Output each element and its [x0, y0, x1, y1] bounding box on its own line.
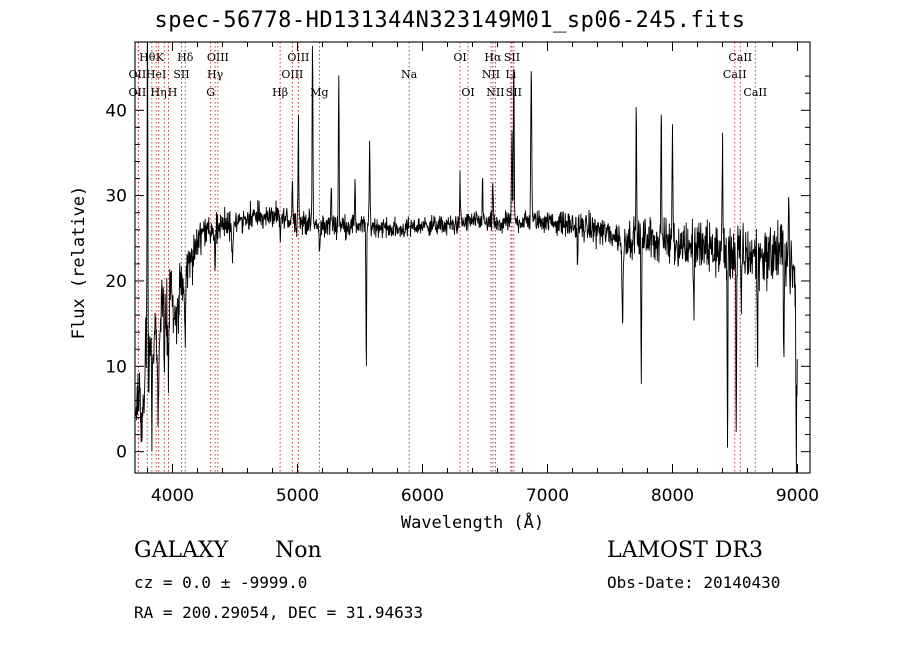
line-label: K	[156, 51, 165, 64]
x-tick-label: 6000	[401, 486, 444, 506]
coordinates: RA = 200.29054, DEC = 31.94633	[134, 603, 423, 622]
x-axis-label: Wavelength (Å)	[401, 511, 544, 533]
line-label: CaII	[723, 68, 747, 81]
x-tick-label: 4000	[151, 486, 194, 506]
y-tick-label: 20	[105, 272, 127, 292]
plot-axes	[134, 41, 811, 474]
line-markers	[137, 42, 756, 473]
y-tick-label: 40	[105, 101, 127, 121]
spectrum-line	[135, 43, 798, 474]
line-labels: OII OII Hθ K HeI Hη H SII Hδ G Hγ OIII Hβ OIII OIII Mg N…	[129, 51, 768, 99]
line-label: G	[206, 86, 215, 99]
line-label: H	[168, 86, 178, 99]
x-tick-label: 7000	[526, 486, 569, 506]
line-label: Hη	[151, 86, 167, 99]
x-tick-label: 5000	[276, 486, 319, 506]
line-label: SII	[173, 68, 189, 81]
x-tick-label: 8000	[651, 486, 694, 506]
line-label: OIII	[207, 51, 229, 64]
obs-date: Obs-Date: 20140430	[607, 573, 781, 592]
y-tick-label: 10	[105, 357, 127, 377]
line-label: OII	[129, 86, 147, 99]
line-label: OIII	[287, 51, 309, 64]
line-label: OI	[461, 86, 474, 99]
line-label: CaII	[743, 86, 767, 99]
y-axis-label: Flux (relative)	[69, 186, 89, 340]
line-label: OIII	[281, 68, 303, 81]
line-label: Na	[401, 68, 418, 81]
line-label: OII	[129, 68, 147, 81]
line-label: SII	[504, 51, 520, 64]
object-subclass: Non	[275, 538, 322, 563]
line-label: SII	[506, 86, 522, 99]
y-tick-label: 30	[105, 187, 127, 207]
chart-title: spec-56778-HD131344N323149M01_sp06-245.f…	[154, 8, 746, 33]
line-label: HeI	[146, 68, 166, 81]
line-label: Hα	[484, 51, 502, 64]
spectrum-series	[135, 43, 798, 474]
line-label: Hγ	[207, 68, 224, 81]
line-label: OI	[453, 51, 466, 64]
y-tick-label: 0	[116, 443, 127, 463]
object-class: GALAXY	[134, 538, 229, 563]
tick-labels: 4000 5000 6000 7000 8000 9000 0 10 20 30 40	[105, 101, 819, 506]
redshift-text: cz = 0.0 ± -9999.0	[134, 573, 308, 592]
line-label: Hβ	[272, 86, 288, 99]
line-label: Hδ	[177, 51, 194, 64]
line-label: Mg	[310, 86, 328, 99]
survey-name: LAMOST DR3	[607, 538, 763, 563]
x-tick-label: 9000	[776, 486, 819, 506]
line-label: Hθ	[139, 51, 156, 64]
line-label: Li	[505, 68, 516, 81]
line-label: CaII	[728, 51, 752, 64]
line-label: NII	[482, 68, 500, 81]
line-label: NII	[486, 86, 504, 99]
